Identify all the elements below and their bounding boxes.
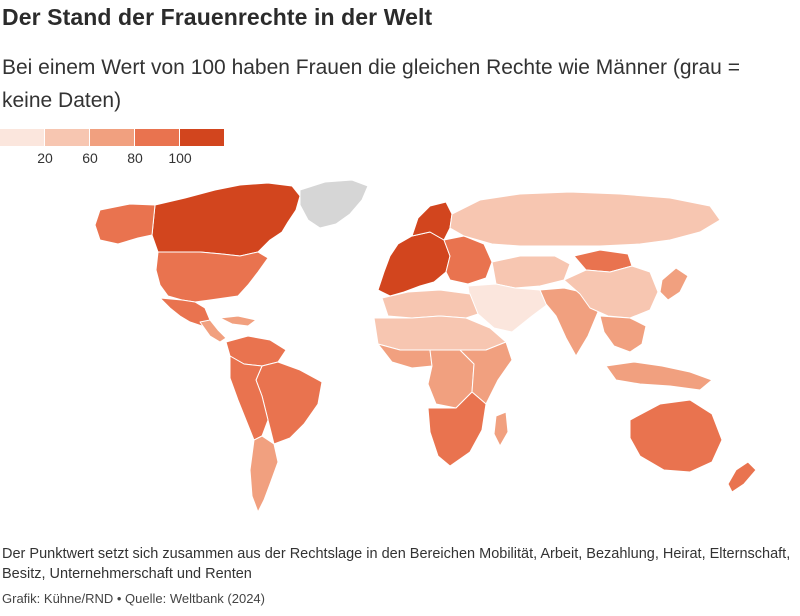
region-andes — [229, 355, 269, 441]
region-canada — [151, 182, 301, 257]
region-central-asia — [491, 255, 571, 289]
region-europe-west — [377, 231, 451, 297]
region-new-zealand — [727, 461, 757, 493]
region-southern-cone — [249, 435, 279, 513]
legend-label-80: 80 — [127, 150, 143, 166]
legend-swatch-5 — [180, 129, 224, 146]
region-alaska — [94, 203, 156, 245]
legend-label-100: 100 — [168, 150, 192, 166]
legend-swatch-1 — [0, 129, 44, 146]
region-australia — [629, 399, 723, 473]
region-usa — [155, 251, 269, 303]
legend-swatch-3 — [90, 129, 134, 146]
legend-swatch-2 — [45, 129, 89, 146]
chart-subtitle: Bei einem Wert von 100 haben Frauen die … — [2, 56, 740, 112]
region-indonesia — [605, 361, 713, 391]
source-credit: Grafik: Kühne/RND • Quelle: Weltbank (20… — [2, 591, 265, 606]
region-russia — [449, 191, 721, 247]
region-japan-korea — [659, 267, 689, 301]
region-caribbean — [219, 315, 257, 327]
legend-label-60: 60 — [82, 150, 98, 166]
region-central-america — [199, 319, 227, 343]
region-east-africa — [459, 341, 513, 405]
region-southeast-asia — [599, 315, 647, 353]
color-legend: 20 60 80 100 — [0, 129, 230, 169]
region-brazil — [255, 361, 323, 445]
chart-title: Der Stand der Frauenrechte in der Welt — [2, 4, 433, 30]
region-north-africa — [381, 289, 479, 319]
region-greenland — [299, 179, 369, 229]
legend-label-20: 20 — [37, 150, 53, 166]
methodology-note: Der Punktwert setzt sich zusammen aus de… — [2, 546, 791, 582]
legend-swatch-4 — [135, 129, 179, 146]
world-map — [94, 179, 757, 513]
region-china — [563, 265, 659, 319]
region-madagascar — [493, 411, 509, 447]
region-eastern-europe — [443, 235, 493, 285]
region-southern-africa — [427, 391, 487, 467]
